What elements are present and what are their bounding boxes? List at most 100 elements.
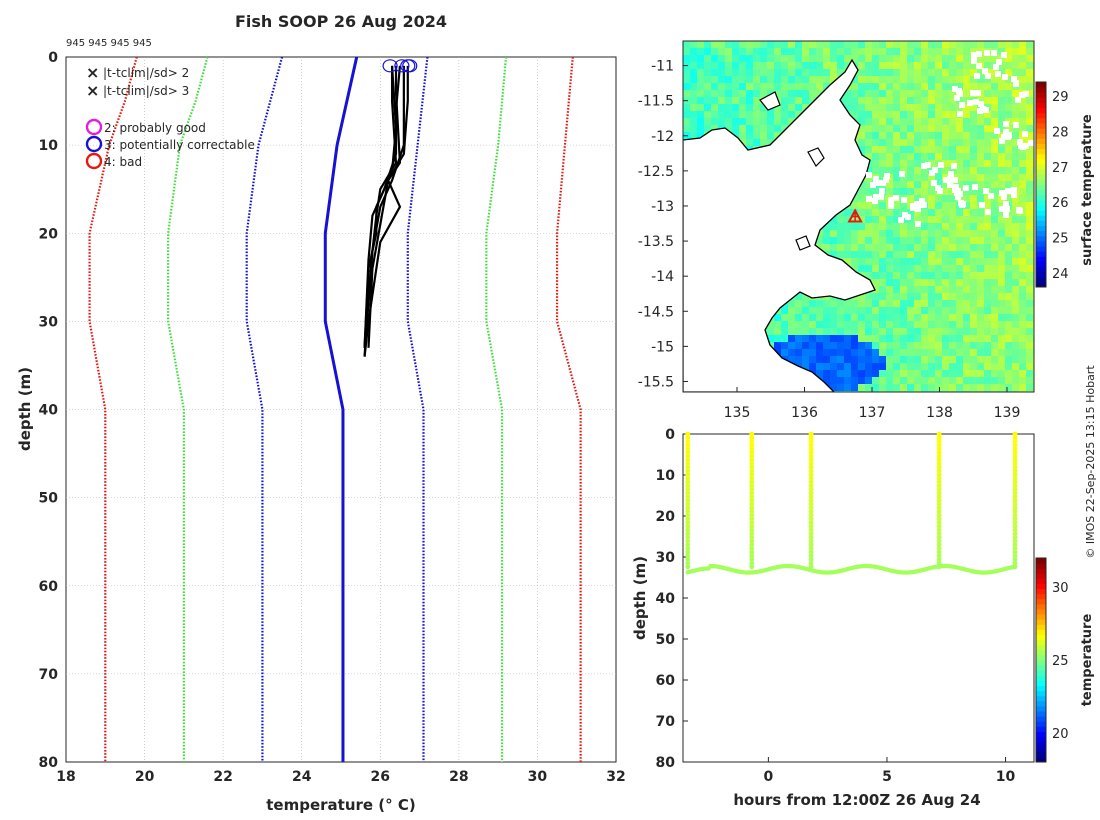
sst-cell <box>998 230 1005 237</box>
colorbar-segment <box>1036 649 1046 656</box>
sst-cell <box>949 195 956 202</box>
sst-cell <box>872 202 879 209</box>
sst-cell <box>718 41 725 48</box>
sst-cell <box>949 132 956 139</box>
colorbar-segment <box>1036 588 1046 595</box>
sst-cell <box>914 258 921 265</box>
sst-cell <box>1019 48 1026 55</box>
sst-cell <box>900 230 907 237</box>
sst-cell <box>1012 321 1019 328</box>
sst-cell <box>858 132 865 139</box>
sst-cell <box>893 335 900 342</box>
colorbar-segment <box>1036 716 1046 722</box>
sst-cell <box>1026 377 1033 384</box>
cast-point <box>1012 527 1018 533</box>
sst-cell <box>942 223 949 230</box>
sst-cell <box>963 251 970 258</box>
colorbar-segment <box>1036 174 1046 180</box>
cloud-gap <box>884 173 890 179</box>
sst-cell <box>970 342 977 349</box>
colorbar-segment <box>1036 700 1046 707</box>
sst-cell <box>907 76 914 83</box>
sst-cell <box>914 230 921 237</box>
sst-cell <box>977 307 984 314</box>
sst-cell <box>900 104 907 111</box>
sst-cell <box>879 223 886 230</box>
sst-cell <box>760 90 767 97</box>
sst-cell <box>900 132 907 139</box>
sst-cell <box>935 230 942 237</box>
sst-cell <box>921 286 928 293</box>
sst-cell <box>970 174 977 181</box>
sst-cell <box>788 356 795 363</box>
sst-cell <box>886 55 893 62</box>
sst-cell <box>851 90 858 97</box>
sst-cell <box>949 223 956 230</box>
sst-cell <box>935 55 942 62</box>
sst-cell <box>921 335 928 342</box>
sst-cell <box>900 118 907 125</box>
sst-cell <box>1019 125 1026 132</box>
cloud-gap <box>948 171 954 177</box>
colorbar-segment <box>1036 271 1046 278</box>
sst-cell <box>788 328 795 335</box>
sst-cell <box>823 223 830 230</box>
sst-cell <box>732 69 739 76</box>
sst-cell <box>886 209 893 216</box>
sst-cell <box>872 139 879 146</box>
sst-cell <box>998 237 1005 244</box>
sst-cell <box>1026 160 1033 167</box>
cloud-gap <box>938 162 944 168</box>
cloud-gap <box>919 201 925 207</box>
sst-cell <box>984 160 991 167</box>
sst-cell <box>1012 153 1019 160</box>
cloud-gap <box>873 176 879 182</box>
sst-cell <box>872 307 879 314</box>
sst-cell <box>844 97 851 104</box>
sst-cell <box>683 104 690 111</box>
sst-cell <box>781 321 788 328</box>
sst-cell <box>1026 167 1033 174</box>
sst-cell <box>935 167 942 174</box>
sst-cell <box>1012 139 1019 146</box>
sst-cell <box>858 384 865 391</box>
sst-cell <box>970 286 977 293</box>
sst-cell <box>991 272 998 279</box>
cast-point <box>936 545 942 551</box>
sst-cell <box>949 356 956 363</box>
sst-cell <box>739 83 746 90</box>
sst-cell <box>823 237 830 244</box>
sst-cell <box>942 342 949 349</box>
sst-cell <box>998 118 1005 125</box>
sst-cell <box>956 237 963 244</box>
sst-cell <box>928 209 935 216</box>
sst-cell <box>774 132 781 139</box>
sst-cell <box>1012 118 1019 125</box>
cloud-gap <box>995 71 1001 77</box>
sst-cell <box>823 76 830 83</box>
sst-cell <box>942 48 949 55</box>
cloud-gap <box>972 184 978 190</box>
cast-point <box>936 464 942 470</box>
sst-cell <box>886 279 893 286</box>
cast-point <box>936 438 942 444</box>
cast-point <box>749 512 755 518</box>
sst-cell <box>998 146 1005 153</box>
cloud-gap <box>876 180 882 186</box>
sst-cell <box>697 97 704 104</box>
sst-cell <box>844 90 851 97</box>
sst-cell <box>928 125 935 132</box>
cloud-gap <box>1003 201 1009 207</box>
cast-point <box>749 523 755 529</box>
sst-cell <box>1019 83 1026 90</box>
sst-cell <box>970 349 977 356</box>
sst-cell <box>802 356 809 363</box>
sst-cell <box>711 69 718 76</box>
sst-cell <box>851 321 858 328</box>
sst-cell <box>1026 188 1033 195</box>
sst-cell <box>928 69 935 76</box>
sst-cell <box>739 69 746 76</box>
sst-cell <box>886 237 893 244</box>
sst-cell <box>830 335 837 342</box>
